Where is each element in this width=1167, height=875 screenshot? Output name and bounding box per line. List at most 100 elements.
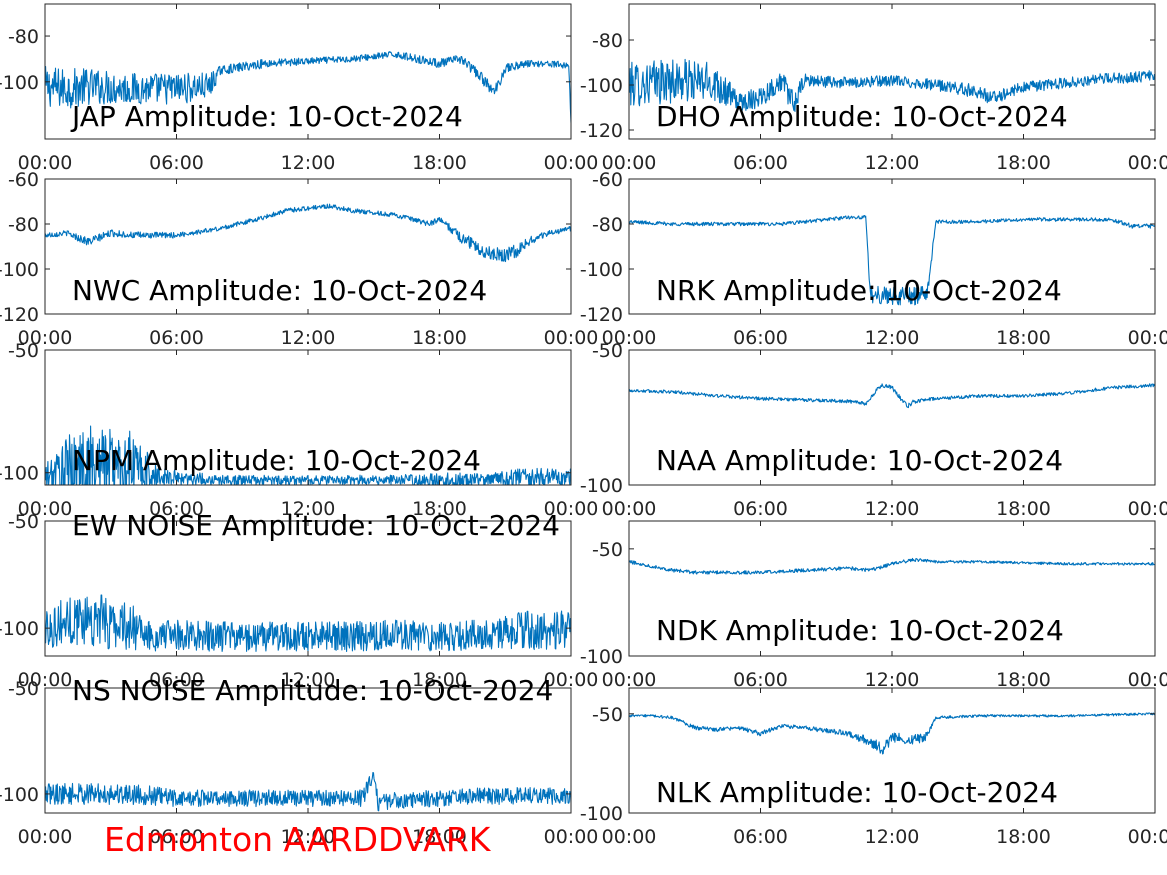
x-tick-label: 18:00 [412, 669, 467, 691]
y-tick-label: -100 [0, 463, 39, 485]
x-tick-label: 12:00 [281, 826, 336, 848]
x-tick-label: 00:00 [544, 826, 599, 848]
x-tick-label: 00:00 [18, 826, 73, 848]
y-tick-label: -60 [592, 169, 623, 191]
x-tick-label: 12:00 [281, 669, 336, 691]
panel-4: 00:00 06:00 12:00 18:00 00:00 -60 -80 -100 -120 N… [580, 169, 1167, 349]
x-tick-label: 12:00 [281, 498, 336, 520]
x-tick-label: 00:00 [18, 327, 73, 349]
panel-title: NAA Amplitude: 10-Oct-2024 [656, 444, 1063, 477]
series-line [45, 425, 571, 485]
series-line [629, 214, 1155, 306]
x-tick-label: 18:00 [996, 826, 1051, 848]
x-tick-label: 00:00 [18, 152, 73, 174]
panel-2: 00:00 06:00 12:00 18:00 00:00 -80 -100 -120 DHO … [580, 3, 1167, 174]
panel-title: NLK Amplitude: 10-Oct-2024 [656, 776, 1058, 809]
series-line [45, 51, 571, 123]
station-label: Edmonton AARDDVARK [104, 820, 491, 859]
y-tick-label: -120 [0, 304, 39, 326]
x-tick-label: 06:00 [149, 327, 204, 349]
panel-8: 00:00 06:00 12:00 18:00 00:00 -50 -100 NDK Ampl… [580, 520, 1167, 691]
x-tick-label: 12:00 [865, 327, 920, 349]
x-tick-label: 00:00 [1128, 498, 1167, 520]
series-line [629, 557, 1155, 575]
panel-title: NPM Amplitude: 10-Oct-2024 [72, 444, 481, 477]
x-tick-label: 00:00 [18, 498, 73, 520]
panel-title: NWC Amplitude: 10-Oct-2024 [72, 274, 487, 307]
x-tick-label: 12:00 [281, 152, 336, 174]
y-tick-label: -80 [8, 26, 39, 48]
panel-7: 00:00 06:00 12:00 18:00 00:00 -50 -100 EW NOISE… [0, 509, 598, 691]
panel-3: 00:00 06:00 12:00 18:00 00:00 -60 -80 -100 -120 N… [0, 169, 598, 349]
series-line [629, 712, 1155, 755]
x-tick-label: 00:00 [544, 152, 599, 174]
x-tick-label: 06:00 [149, 826, 204, 848]
x-tick-label: 06:00 [733, 498, 788, 520]
x-tick-label: 00:00 [602, 327, 657, 349]
series-line [45, 203, 571, 263]
x-tick-label: 18:00 [996, 498, 1051, 520]
x-tick-label: 18:00 [412, 498, 467, 520]
x-tick-label: 12:00 [281, 327, 336, 349]
x-tick-label: 00:00 [602, 826, 657, 848]
x-tick-label: 06:00 [733, 826, 788, 848]
y-tick-label: -100 [0, 259, 39, 281]
x-tick-label: 12:00 [865, 498, 920, 520]
series-line [629, 58, 1155, 113]
x-tick-label: 18:00 [412, 152, 467, 174]
y-tick-label: -100 [0, 784, 39, 806]
x-tick-label: 18:00 [996, 669, 1051, 691]
y-tick-label: -80 [8, 214, 39, 236]
y-tick-label: -100 [580, 803, 623, 825]
x-tick-label: 00:00 [544, 327, 599, 349]
panel-title: JAP Amplitude: 10-Oct-2024 [70, 100, 463, 133]
y-tick-label: -100 [580, 475, 623, 497]
y-tick-label: -50 [592, 340, 623, 362]
panel-title: DHO Amplitude: 10-Oct-2024 [656, 100, 1068, 133]
y-tick-label: -80 [592, 30, 623, 52]
x-tick-label: 18:00 [996, 152, 1051, 174]
y-tick-label: -100 [0, 72, 39, 94]
x-tick-label: 06:00 [149, 498, 204, 520]
x-tick-label: 00:00 [602, 498, 657, 520]
x-tick-label: 00:00 [602, 669, 657, 691]
y-tick-label: -50 [592, 704, 623, 726]
y-tick-label: -120 [580, 304, 623, 326]
series-line [45, 772, 571, 812]
x-tick-label: 00:00 [1128, 152, 1167, 174]
panel-5: 00:00 06:00 12:00 18:00 00:00 -50 -100 NPM Ampl… [0, 340, 598, 520]
panel-title: EW NOISE Amplitude: 10-Oct-2024 [72, 509, 560, 542]
x-tick-label: 12:00 [865, 669, 920, 691]
x-tick-label: 18:00 [996, 327, 1051, 349]
panel-1: 00:00 06:00 12:00 18:00 00:00 -80 -100 JAP Ampl… [0, 3, 599, 174]
y-tick-label: -50 [8, 678, 39, 700]
y-tick-label: -100 [580, 259, 623, 281]
x-tick-label: 06:00 [733, 669, 788, 691]
x-tick-label: 00:00 [544, 669, 599, 691]
panel-6: 00:00 06:00 12:00 18:00 00:00 -50 -100 NAA Ampl… [580, 340, 1167, 520]
x-tick-label: 06:00 [733, 152, 788, 174]
x-tick-label: 12:00 [865, 152, 920, 174]
panel-10: 00:00 06:00 12:00 18:00 00:00 -50 -100 NLK Ampl… [580, 687, 1167, 848]
y-tick-label: -50 [592, 539, 623, 561]
x-tick-label: 06:00 [733, 327, 788, 349]
panel-title: NRK Amplitude: 10-Oct-2024 [656, 274, 1062, 307]
panel-9: 00:00 06:00 12:00 18:00 00:00 -50 -100 NS NOISE… [0, 674, 598, 848]
y-tick-label: -100 [580, 75, 623, 97]
y-tick-label: -50 [8, 511, 39, 533]
x-tick-label: 06:00 [149, 669, 204, 691]
y-tick-label: -50 [8, 340, 39, 362]
panel-title: NS NOISE Amplitude: 10-Oct-2024 [72, 674, 553, 707]
x-tick-label: 00:00 [1128, 327, 1167, 349]
x-tick-label: 18:00 [412, 826, 467, 848]
y-tick-label: -80 [592, 214, 623, 236]
x-tick-label: 06:00 [149, 152, 204, 174]
y-tick-label: -120 [580, 120, 623, 142]
x-tick-label: 00:00 [602, 152, 657, 174]
series-line [45, 594, 571, 653]
y-tick-label: -100 [0, 618, 39, 640]
x-tick-label: 12:00 [865, 826, 920, 848]
y-tick-label: -100 [580, 646, 623, 668]
y-tick-label: -60 [8, 169, 39, 191]
